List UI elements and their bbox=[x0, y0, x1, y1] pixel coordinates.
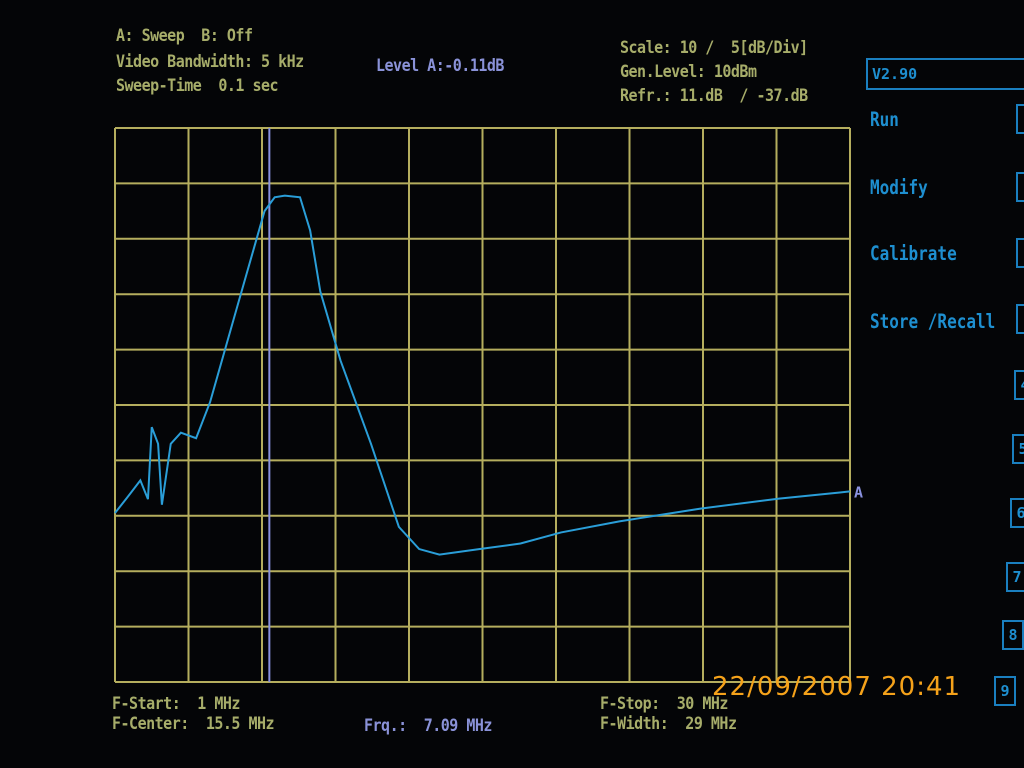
softkey-number-4[interactable]: 4 bbox=[1014, 370, 1024, 400]
softkey-store-recall[interactable]: Store /Recall bbox=[870, 310, 996, 333]
f-start-label: F-Start: 1 MHz bbox=[112, 692, 240, 714]
softkey-modify[interactable]: Modify bbox=[870, 176, 928, 199]
softkey-number-8[interactable]: 8 bbox=[1002, 620, 1024, 650]
f-center-label: F-Center: 15.5 MHz bbox=[112, 712, 275, 734]
softkey-number-3[interactable] bbox=[1016, 304, 1024, 334]
softkey-number-7[interactable]: 7 bbox=[1006, 562, 1024, 592]
softkey-number-9[interactable]: 9 bbox=[994, 676, 1016, 706]
sweep-mode-label: A: Sweep B: Off bbox=[116, 24, 253, 46]
scale-label: Scale: 10 / 5[dB/Div] bbox=[620, 36, 808, 58]
reference-label: Refr.: 11.dB / -37.dB bbox=[620, 84, 808, 106]
trace-label: A bbox=[854, 483, 863, 501]
softkey-number-1[interactable] bbox=[1016, 172, 1024, 202]
f-width-label: F-Width: 29 MHz bbox=[600, 712, 737, 734]
f-stop-label: F-Stop: 30 MHz bbox=[600, 692, 728, 714]
softkey-number-6[interactable]: 6 bbox=[1010, 498, 1024, 528]
video-bandwidth-label: Video Bandwidth: 5 kHz bbox=[116, 50, 304, 72]
softkey-number-5[interactable]: 5 bbox=[1012, 434, 1024, 464]
version-box: V2.90 bbox=[866, 58, 1024, 90]
softkey-number-0[interactable] bbox=[1016, 104, 1024, 134]
sweep-time-label: Sweep-Time 0.1 sec bbox=[116, 74, 279, 96]
marker-frequency-readout: Frq.: 7.09 MHz bbox=[364, 714, 492, 736]
softkey-calibrate[interactable]: Calibrate bbox=[870, 242, 957, 265]
gen-level-label: Gen.Level: 10dBm bbox=[620, 60, 757, 82]
trace-line bbox=[114, 194, 851, 556]
softkey-number-2[interactable] bbox=[1016, 238, 1024, 268]
softkey-run[interactable]: Run bbox=[870, 108, 899, 131]
camera-timestamp: 22/09/2007 20:41 bbox=[712, 672, 962, 702]
marker-level-readout: Level A:-0.11dB bbox=[376, 54, 504, 76]
